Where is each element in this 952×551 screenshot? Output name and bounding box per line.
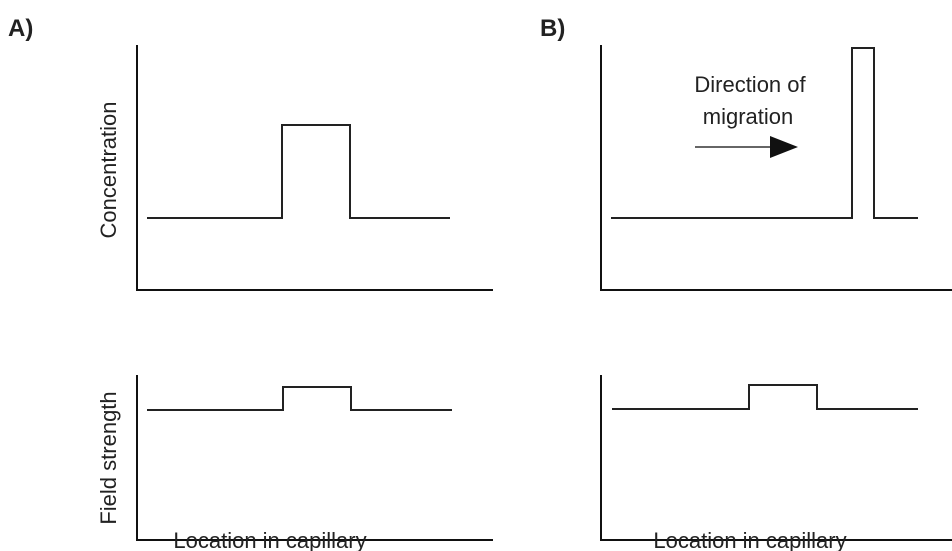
axes [136, 45, 493, 291]
axes [600, 375, 952, 541]
panel-label: A) [8, 15, 33, 42]
concentration-profile [611, 47, 918, 219]
field-profile [612, 384, 918, 410]
annotation: migration [703, 104, 793, 129]
x-axis-label: Location in capillary [173, 528, 366, 551]
field-profile [147, 386, 452, 411]
axes [136, 375, 493, 541]
axes [600, 45, 952, 291]
x-axis-label: Location in capillary [653, 528, 846, 551]
arrow-head [770, 136, 798, 158]
concentration-profile [147, 124, 450, 219]
panel-label: B) [540, 15, 565, 42]
annotation: Direction of [694, 72, 806, 97]
y-axis-label: Concentration [96, 102, 121, 239]
y-axis-label: Field strength [96, 391, 121, 524]
